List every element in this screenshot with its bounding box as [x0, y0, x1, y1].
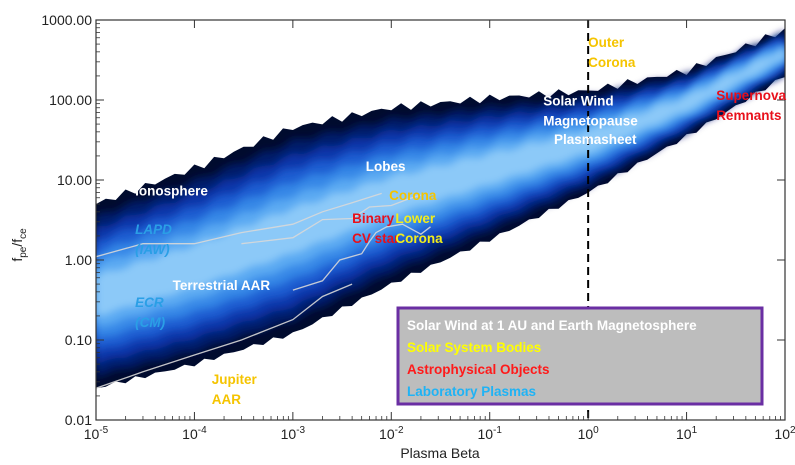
annotation-plasmasheet: Plasmasheet	[554, 132, 637, 147]
legend-box	[396, 306, 764, 406]
y-tick-label: 0.10	[65, 332, 92, 348]
annotation-terrestrial-aar: Terrestrial AAR	[173, 278, 271, 293]
annotation-solar-wind-magnetopause: Solar Wind Magnetopause	[543, 94, 638, 129]
region-outline-2	[292, 223, 431, 291]
annotation-ecr-cm-: ECR (CM)	[135, 295, 165, 330]
x-tick-label: 10-3	[281, 425, 306, 442]
plot-frame	[95, 19, 786, 421]
annotation-supernova-remnants: Supernova Remnants	[716, 88, 786, 123]
annotation-lower-corona: Lower Corona	[395, 211, 443, 246]
legend-entry-laboratory: Laboratory Plasmas	[407, 384, 536, 399]
x-tick-label: 10-2	[379, 425, 404, 442]
region-annotations: Outer Corona Supernova Remnants Solar Wind Ma…	[135, 35, 786, 407]
region-outline-3	[96, 283, 353, 389]
region-outline-1	[241, 194, 422, 245]
annotation-ionosphere: Ionosphere	[135, 184, 208, 199]
annotation-corona: Corona	[389, 188, 437, 203]
x-tick-label: 10-4	[182, 425, 207, 442]
annotation-binary-cv-star: Binary CV star	[352, 211, 400, 246]
annotation-lobes: Lobes	[366, 159, 406, 174]
y-tick-label: 1000.00	[41, 12, 92, 28]
region-outlines	[96, 192, 431, 389]
y-axis-title: fpe/fce	[9, 228, 29, 262]
y-tick-label: 1.00	[65, 252, 92, 268]
legend-entry-solar-system: Solar System Bodies	[407, 340, 541, 355]
axis-ticks: 10-5 10-4 10-3 10-2 10-1 100 101 102 0.01 0.10 1.0…	[41, 12, 795, 442]
x-axis-title: Plasma Beta	[400, 445, 480, 461]
x-tick-label: 102	[774, 425, 795, 442]
y-tick-label: 10.00	[57, 172, 92, 188]
x-tick-label: 10-5	[84, 425, 109, 442]
y-tick-label: 0.01	[65, 412, 92, 428]
density-band-6	[96, 46, 785, 316]
legend: Solar Wind at 1 AU and Earth Magnetosphe…	[396, 306, 764, 406]
legend-entry-solar-wind: Solar Wind at 1 AU and Earth Magnetosphe…	[407, 318, 697, 333]
annotation-outer-corona: Outer Corona	[588, 35, 636, 70]
region-outline-0	[96, 192, 382, 258]
y-tick-label: 100.00	[49, 92, 92, 108]
x-tick-label: 101	[676, 425, 698, 442]
x-tick-label: 10-1	[477, 425, 502, 442]
x-tick-label: 100	[578, 425, 600, 442]
legend-entry-astrophysical: Astrophysical Objects	[407, 362, 550, 377]
annotation-jupiter-aar: Jupiter AAR	[212, 372, 258, 407]
annotation-lapd-iaw-: LAPD (IAW)	[135, 222, 172, 257]
density-region	[96, 28, 785, 389]
